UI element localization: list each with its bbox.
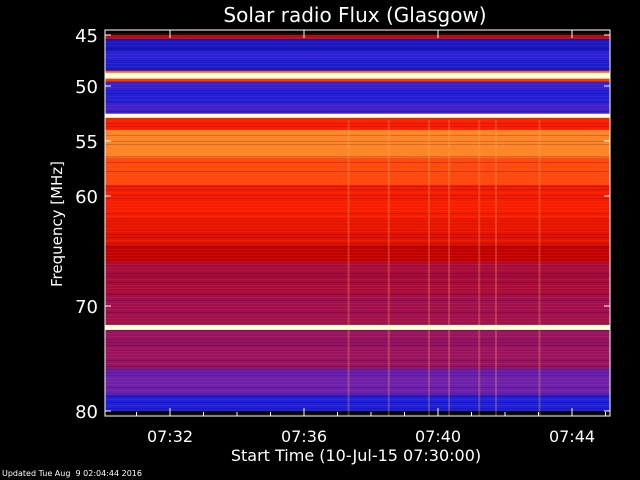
band-3	[105, 61, 610, 71]
y-tick-label-3: 60	[75, 187, 98, 208]
bright-line-2	[105, 325, 610, 329]
y-tick-label-4: 70	[75, 297, 98, 318]
band-14	[105, 185, 610, 218]
y-tick-label-5: 80	[75, 402, 98, 423]
bright-lines	[105, 72, 610, 329]
x-tick-label-2: 07:40	[415, 427, 461, 446]
band-7	[105, 81, 610, 92]
updated-timestamp: Updated Tue Aug 9 02:04:44 2016	[2, 469, 142, 478]
y-tick-label-2: 55	[75, 132, 98, 153]
band-21	[105, 369, 610, 396]
streak-6	[538, 120, 541, 416]
streak-0	[347, 120, 350, 416]
x-tick-label-0: 07:32	[147, 427, 193, 446]
plot-frame	[104, 29, 611, 417]
band-11	[105, 117, 610, 130]
streak-1	[387, 120, 390, 416]
band-16	[105, 245, 610, 262]
vertical-streaks	[347, 120, 541, 416]
x-axis-label: Start Time (10-Jul-15 07:30:00)	[231, 446, 481, 465]
spectrogram-plot	[105, 30, 610, 416]
streak-2	[427, 120, 430, 416]
band-8	[105, 91, 610, 103]
chart-title: Solar radio Flux (Glasgow)	[223, 3, 486, 27]
band-2	[105, 51, 610, 62]
band-4	[105, 70, 610, 75]
y-tick-label-0: 45	[75, 26, 98, 47]
y-tick-label-1: 50	[75, 77, 98, 98]
band-9	[105, 102, 610, 115]
band-15	[105, 218, 610, 246]
x-tick-label-1: 07:36	[281, 427, 327, 446]
x-axis-ticks: 07:32 07:36 07:40 07:44	[136, 30, 606, 446]
band-0	[105, 35, 610, 40]
streak-4	[478, 120, 481, 416]
band-18	[105, 295, 610, 325]
bright-line-0	[105, 72, 610, 77]
frequency-bands	[105, 30, 610, 415]
band-22	[105, 395, 610, 411]
texture-lines	[105, 30, 610, 415]
band-20	[105, 330, 610, 369]
x-tick-label-3: 07:44	[549, 427, 595, 446]
streak-5	[494, 120, 497, 416]
band-6	[105, 78, 610, 82]
y-axis-label: Frequency [MHz]	[48, 161, 66, 287]
bright-line-1	[105, 113, 610, 118]
band-5	[105, 74, 610, 79]
band-17	[105, 262, 610, 295]
y-axis-ticks: 45 50 55 60 70 80	[75, 26, 610, 423]
band-1	[105, 39, 610, 52]
band-12	[105, 130, 610, 158]
band-13	[105, 157, 610, 185]
streak-3	[448, 120, 451, 416]
